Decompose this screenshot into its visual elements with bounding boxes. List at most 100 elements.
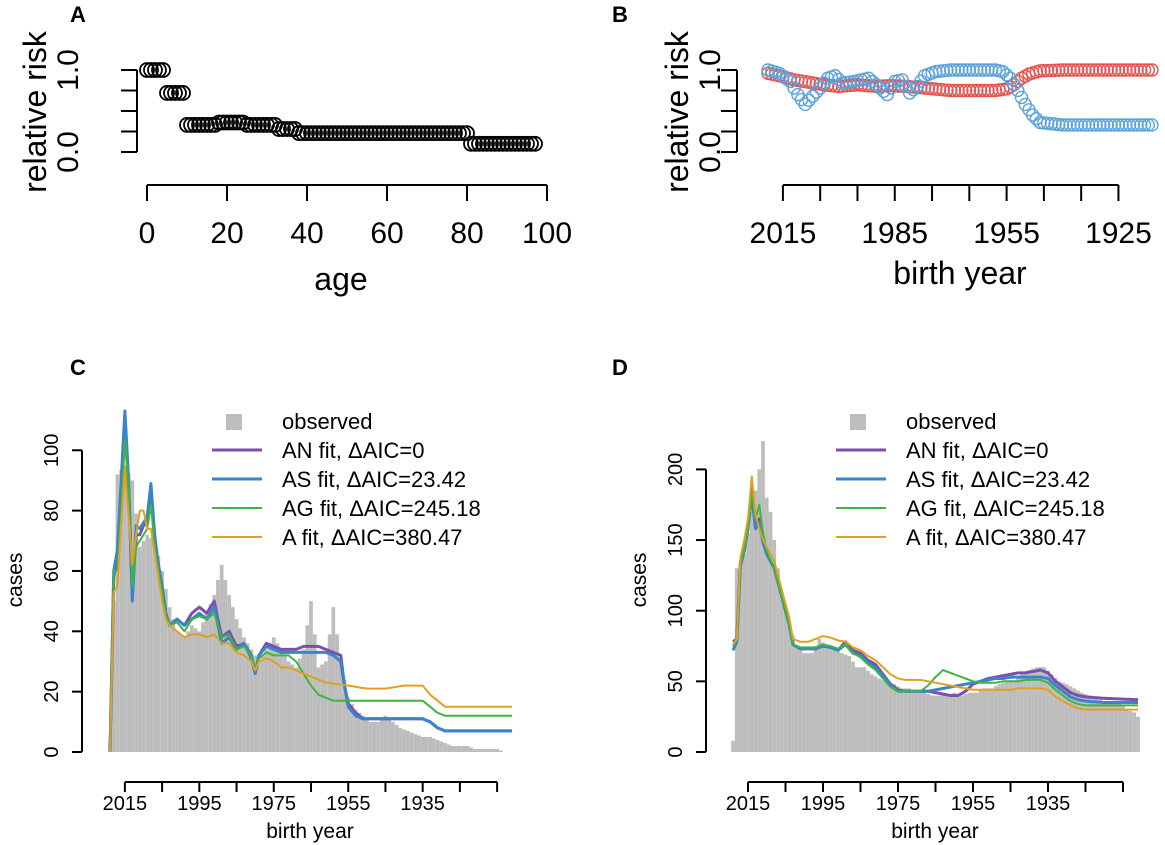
panel-b-point-series-0 [955,83,969,98]
panel-a-point [347,125,363,142]
panel-c-observed-bar [130,480,135,752]
panel-b-point-series-1 [996,64,1010,79]
panel-d-observed-bar [1102,701,1107,752]
panel-c-observed-bar [141,540,146,752]
panel-c-observed-bar [156,555,161,752]
panel-a-point [491,135,507,152]
panel-c-observed-bar [316,667,321,752]
panel-a-point [199,117,215,133]
panel-c-legend-observed-label: observed [282,409,373,434]
panel-c-observed-bar [312,634,317,752]
panel-d-observed-bar [851,661,855,752]
panel-b-point-series-0 [1119,63,1133,77]
panel-c-observed-bar [178,634,183,752]
panel-d-y-tick-label: 150 [665,523,687,556]
panel-d-observed-bar [731,740,735,752]
panel-d-observed-bar [1034,667,1039,752]
panel-d-observed-bar [753,490,758,752]
panel-b-point-series-0 [951,83,965,98]
panel-b-point-series-1 [943,63,958,77]
panel-a-point [223,114,239,131]
panel-c-y-tick-label: 80 [41,499,63,521]
panel-d-observed-bar [929,695,934,752]
panel-c-observed-bar [286,661,291,752]
panel-d-legend-label-1: AS fit, ΔAIC=23.42 [906,467,1090,492]
panel-c-observed-bar [149,537,153,752]
panel-d-observed-bar [918,692,923,752]
panel-b-point-series-0 [1122,63,1137,77]
panel-d-observed-bar [1128,711,1133,752]
panel-b-point-series-0 [1141,63,1155,77]
panel-c-observed-bar [320,664,325,752]
panel-d-observed-bar [907,688,912,752]
panel-b-point-series-0 [932,82,947,97]
panel-a-point [395,125,411,142]
panel-b-point-series-1 [973,63,988,77]
panel-b-point-series-0 [981,83,995,98]
panel-b-point-series-0 [1044,63,1059,78]
panel-b-point-series-0 [1137,63,1152,77]
panel-c-observed-bar [201,622,205,752]
panel-a-point [387,125,403,142]
panel-d-observed-bar [1109,702,1114,752]
panel-c-observed-bar [305,625,310,752]
panel-a-point [431,125,447,142]
panel-a-point [303,125,319,142]
panel-c-observed-bar [458,745,462,752]
panel-c-observed-bar [394,724,399,752]
panel-d-observed-bar [1046,670,1050,752]
panel-c-observed-bar [379,718,384,752]
panel-c-observed-bar [234,619,239,752]
panel-c-observed-bar [361,715,365,752]
panel-d-observed-bar [1076,690,1080,752]
panel-c-observed-bar [484,748,488,752]
panel-d-observed-bar [809,653,814,752]
panel-b-point-series-1 [880,87,895,102]
panel-b-point-series-0 [1145,63,1159,77]
panel-a-point [319,125,335,142]
panel-c-fit-line-3 [109,467,512,753]
panel-d-observed-bar [1136,716,1140,752]
panel-d-x-tick-label: 2015 [726,793,771,815]
panel-d-observed-bar [1053,677,1058,752]
panel-d-observed-bar [952,692,957,752]
panel-b-point-series-1 [798,97,812,112]
panel-b-point-series-0 [843,78,857,93]
panel-d-observed-bar [881,679,885,752]
panel-c-observed-bar [402,729,406,752]
panel-a-point [343,125,359,142]
panel-b-point-series-0 [1063,63,1077,77]
panel-c-observed-bar [111,601,116,752]
panel-c-observed-bar [413,733,418,752]
panel-c-observed-bar [465,745,470,752]
panel-b-point-series-1 [1100,118,1114,132]
panel-c-observed-bar [219,564,224,752]
panel-d-observed-bar [768,511,773,752]
panel-c-y-tick-label: 20 [41,681,63,703]
panel-c-observed-bar [376,721,380,752]
panel-c-y-tick-label: 60 [41,560,63,582]
panel-d-observed-bar [794,646,799,752]
panel-b-point-series-1 [802,93,816,108]
panel-c-observed-bar [476,748,481,752]
panel-a-point [415,125,431,142]
panel-d-observed-bar [749,511,754,752]
panel-c-observed-bar [417,735,421,752]
panel-b-point-series-0 [1081,63,1096,77]
panel-b-point-series-0 [1048,63,1062,77]
panel-d-observed-bar [967,692,972,752]
panel-d-observed-bar [779,596,784,752]
panel-d-observed-bar [1124,709,1129,752]
panel-b-point-series-1 [1130,118,1144,132]
panel-d-legend-observed-swatch [850,414,866,430]
panel-a-point [375,125,391,142]
panel-c-observed-bar [338,661,343,752]
panel-c-observed-bar [227,595,231,752]
panel-c-observed-bar [469,747,473,752]
panel-c-observed-bar [428,736,432,752]
panel-c-observed-bar [461,745,466,752]
panel-c-observed-bar [268,643,272,752]
panel-a-point [403,125,419,142]
panel-a-point [451,125,467,142]
